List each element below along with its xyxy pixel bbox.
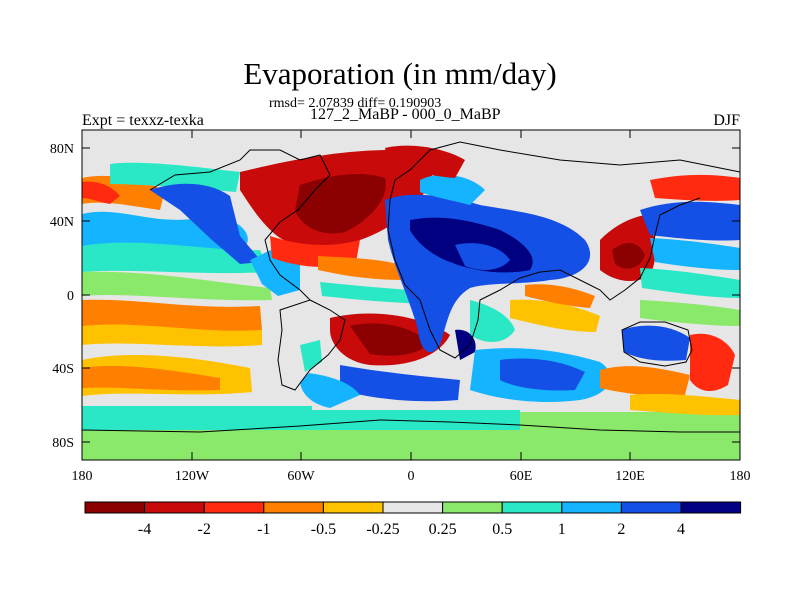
n-atlantic-darkred	[295, 174, 386, 234]
lat-label-40n: 40N	[50, 215, 74, 230]
colorbar-label-2: -1	[257, 521, 270, 538]
colorbar-label-8: 2	[617, 521, 625, 538]
experiment-label: Expt = texxz-texka	[82, 112, 204, 129]
antarctica-coast	[82, 419, 740, 433]
s-atlantic-darkred	[350, 323, 430, 356]
n-america-blue	[150, 183, 262, 264]
colorbar-box-3	[263, 501, 324, 514]
colorbar-box-5	[382, 501, 444, 514]
colorbar-box-2	[203, 501, 265, 514]
south-cyan-band-west	[82, 406, 312, 430]
colorbar-box-10	[680, 501, 742, 514]
s-atlantic-blue	[340, 365, 460, 402]
mediterranean-lightblue	[420, 174, 485, 205]
indian-yellow	[510, 299, 600, 332]
season-label: DJF	[713, 112, 740, 129]
lat-label-40s: 40S	[52, 362, 74, 377]
lon-label-120w: 120W	[175, 469, 210, 484]
se-pacific-orange	[82, 299, 262, 332]
colorbar-box-6	[442, 501, 503, 514]
s-africa-navy	[455, 329, 476, 360]
lon-label-180e: 180	[730, 469, 751, 484]
ne-asia-red	[650, 174, 740, 201]
colorbar	[84, 501, 742, 514]
colorbar-box-8	[561, 501, 622, 514]
w-pacific-green	[640, 300, 740, 326]
w-pacific-lightblue	[650, 238, 740, 270]
lat-label-0: 0	[67, 289, 74, 304]
s-australia-orange	[600, 366, 690, 397]
lon-label-60e: 60E	[510, 469, 533, 484]
nw-pacific-blue	[640, 201, 740, 241]
colorbar-label-3: -0.5	[311, 521, 336, 538]
s-america-coast	[277, 299, 346, 391]
australia-blue	[622, 325, 690, 361]
plot-title: Evaporation (in mm/day)	[243, 56, 557, 91]
lon-label-180w: 180	[72, 469, 93, 484]
se-pacific-yellow	[82, 324, 262, 347]
nw-pacific-red	[82, 181, 120, 204]
colorbar-box-0	[84, 501, 146, 514]
coastlines	[82, 141, 740, 433]
scandinavia-red	[385, 145, 465, 178]
colorbar-label-9: 4	[677, 521, 685, 538]
colorbar-box-4	[322, 501, 384, 514]
n-pacific-cyan	[110, 162, 240, 192]
colorbar-labels: -4 -2 -1 -0.5 -0.25 0.25 0.5 1 2 4	[138, 521, 685, 538]
lat-label-80s: 80S	[52, 436, 74, 451]
lon-label-120e: 120E	[615, 469, 645, 484]
period-label: 127_2_MaBP - 000_0_MaBP	[310, 106, 501, 123]
e-asia-darkred	[612, 243, 645, 269]
w-pacific-cyan	[640, 268, 740, 298]
south-green-band-east	[520, 412, 740, 430]
n-africa-inner-blue	[455, 243, 510, 270]
s-pacific-orange	[82, 365, 220, 391]
afro-eurasia-south-coast	[387, 179, 701, 359]
south-cyan-band-mid	[300, 410, 520, 430]
lon-axis: 180 120W 60W 0 60E 120E 180	[72, 130, 751, 484]
lat-label-80n: 80N	[50, 142, 74, 157]
s-indian-blue	[500, 358, 585, 391]
colorbar-label-5: 0.25	[429, 521, 457, 538]
colorbar-label-4: -0.25	[366, 521, 399, 538]
trop-pacific-cyan	[82, 242, 270, 274]
lat-axis: 80N 40N 0 40S 80S	[50, 142, 740, 451]
colorbar-label-7: 1	[558, 521, 566, 538]
colorbar-label-0: -4	[138, 521, 151, 538]
colorbar-label-1: -2	[198, 521, 211, 538]
map-field	[82, 130, 740, 460]
eurasia-north-coast	[394, 141, 740, 181]
colorbar-box-7	[501, 501, 563, 514]
colorbar-label-6: 0.5	[492, 521, 512, 538]
indian-orange	[525, 284, 595, 308]
atlantic-orange	[318, 256, 410, 280]
n-america-coast	[149, 149, 331, 301]
drake-lightblue	[300, 372, 360, 408]
equator-green	[82, 271, 272, 301]
lon-label-0: 0	[408, 469, 415, 484]
stats-text: rmsd= 2.07839 diff= 0.190903	[269, 96, 442, 111]
s-ocean-yellow-east	[630, 393, 740, 416]
colorbar-box-9	[620, 501, 682, 514]
colorbar-box-1	[144, 501, 205, 514]
lon-label-60w: 60W	[287, 469, 315, 484]
australia-coast	[621, 321, 693, 367]
s-africa-cyan	[470, 300, 515, 342]
tasman-red	[690, 333, 735, 392]
